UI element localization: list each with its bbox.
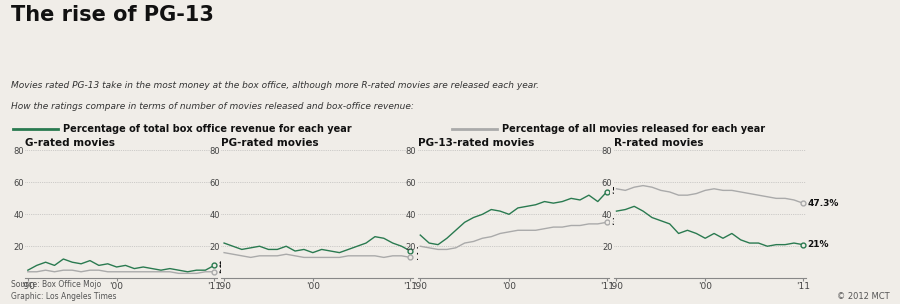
- Text: Percentage of all movies released for each year: Percentage of all movies released for ea…: [502, 124, 765, 134]
- Text: 8%: 8%: [219, 261, 234, 270]
- Text: 21%: 21%: [807, 240, 829, 249]
- Text: R-rated movies: R-rated movies: [614, 138, 703, 148]
- Text: The rise of PG-13: The rise of PG-13: [11, 5, 213, 25]
- Text: G-rated movies: G-rated movies: [25, 138, 115, 148]
- Text: 13%: 13%: [415, 253, 436, 262]
- Text: 54.4%: 54.4%: [611, 188, 643, 196]
- Text: 47.3%: 47.3%: [807, 199, 839, 208]
- Text: Source: Box Office Mojo
Graphic: Los Angeles Times: Source: Box Office Mojo Graphic: Los Ang…: [11, 280, 116, 301]
- Text: 35.1%: 35.1%: [611, 218, 643, 227]
- Text: 16.6%: 16.6%: [415, 247, 446, 256]
- Text: © 2012 MCT: © 2012 MCT: [837, 292, 889, 301]
- Text: PG-13-rated movies: PG-13-rated movies: [418, 138, 534, 148]
- Text: 4.3%: 4.3%: [219, 267, 244, 276]
- Text: Percentage of total box office revenue for each year: Percentage of total box office revenue f…: [63, 124, 352, 134]
- Text: How the ratings compare in terms of number of movies released and box-office rev: How the ratings compare in terms of numb…: [11, 102, 414, 111]
- Text: Movies rated PG-13 take in the most money at the box office, although more R-rat: Movies rated PG-13 take in the most mone…: [11, 81, 539, 90]
- Text: PG-rated movies: PG-rated movies: [221, 138, 319, 148]
